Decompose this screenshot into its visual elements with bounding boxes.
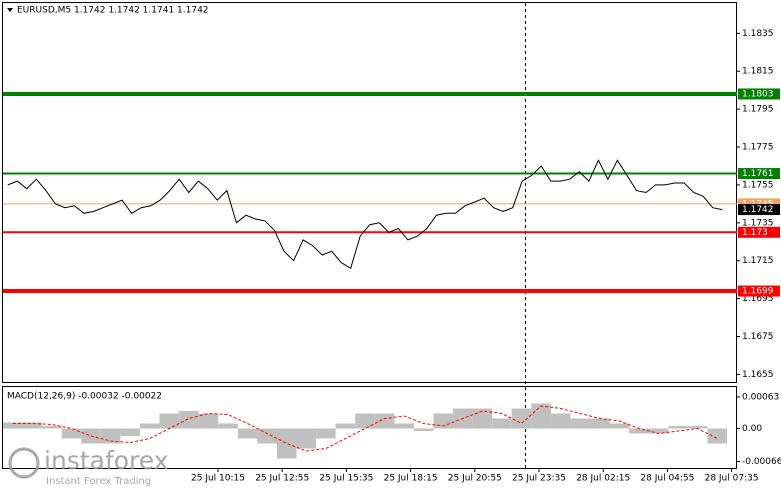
- x-tick-label: 28 Jul 04:55: [640, 474, 694, 484]
- macd-bar: [218, 423, 238, 429]
- macd-bar: [276, 428, 297, 459]
- price-panel: [2, 2, 737, 383]
- y-tick-label: 1.1815: [742, 67, 774, 77]
- macd-bar: [198, 413, 219, 429]
- watermark-tagline: Instant Forex Trading: [46, 476, 151, 487]
- macd-title: MACD(12,26,9) -0.00032 -0.00022: [7, 392, 162, 402]
- watermark-logo: [8, 447, 40, 479]
- macd-bar: [296, 428, 317, 449]
- macd-bar: [668, 426, 688, 429]
- macd-bar: [550, 413, 571, 429]
- macd-bar: [570, 418, 591, 429]
- level-label-bg: [738, 168, 780, 180]
- level-label: 1.1699: [742, 287, 774, 297]
- watermark-brand: instaforex: [44, 446, 169, 475]
- y-tick-label: 1.1835: [742, 29, 774, 39]
- macd-bar: [531, 403, 551, 429]
- x-tick-label: 28 Jul 07:35: [705, 474, 759, 484]
- macd-bar: [687, 426, 708, 429]
- x-tick-label: 25 Jul 20:55: [448, 474, 502, 484]
- macd-bar: [492, 418, 512, 429]
- menu-arrow: [7, 8, 13, 12]
- x-tick-label: 25 Jul 10:15: [191, 474, 245, 484]
- price-line: [7, 159, 723, 270]
- y-tick-label: 1.1755: [742, 180, 774, 190]
- macd-bar: [316, 428, 336, 439]
- macd-bar: [139, 423, 160, 429]
- x-tick-label: 25 Jul 18:15: [384, 474, 438, 484]
- macd-bar: [237, 428, 258, 439]
- macd-bar: [61, 428, 82, 439]
- macd-bar: [433, 413, 454, 429]
- macd-bar: [413, 428, 434, 431]
- macd-bar: [707, 428, 727, 444]
- watermark: instaforex Instant Forex Trading: [8, 446, 169, 487]
- level-label-bg: [738, 226, 780, 238]
- x-tick-label: 25 Jul 15:35: [319, 474, 373, 484]
- chart-title: EURUSD,M5 1.1742 1.1742 1.1741 1.1742: [17, 6, 209, 16]
- macd-bar: [374, 413, 395, 429]
- y-tick-label: 1.1695: [742, 294, 774, 304]
- last-price-bg: [738, 204, 780, 216]
- macd-bar: [179, 411, 199, 429]
- y-tick-label: 1.1795: [742, 105, 774, 115]
- macd-bar: [42, 426, 62, 429]
- x-tick-label: 25 Jul 12:55: [255, 474, 309, 484]
- level-label-bg: [738, 88, 780, 100]
- x-tick-label: 28 Jul 02:15: [576, 474, 630, 484]
- macd-bar: [394, 423, 414, 429]
- macd-bar: [22, 422, 43, 429]
- x-tick-label: 25 Jul 23:35: [512, 474, 566, 484]
- y-tick-label: 1.1715: [742, 256, 774, 266]
- macd-bar: [335, 423, 356, 429]
- y-tick-label: 1.1675: [742, 332, 774, 342]
- macd-bar: [257, 428, 277, 444]
- macd-bar: [590, 418, 610, 429]
- level-label: 1.173: [742, 228, 768, 238]
- level-label-bg: [738, 198, 780, 210]
- level-label: 1.1803: [742, 89, 774, 99]
- y-tick-label: 0.00: [742, 424, 762, 434]
- macd-panel: [2, 386, 737, 469]
- signal-line: [12, 405, 718, 452]
- macd-bar: [159, 413, 180, 429]
- macd-bar: [629, 428, 649, 434]
- macd-bar: [472, 408, 493, 429]
- y-tick-label: 1.1655: [742, 370, 774, 380]
- last-price-label: 1.1742: [742, 205, 774, 215]
- macd-bar: [648, 428, 669, 434]
- y-tick-label: -0.00066: [742, 457, 781, 467]
- macd-bar: [511, 408, 532, 429]
- level-label-bg: [738, 285, 780, 297]
- y-tick-label: 1.1735: [742, 218, 774, 228]
- macd-bar: [120, 428, 140, 436]
- y-tick-label: 1.1775: [742, 143, 774, 153]
- macd-bar: [355, 413, 375, 429]
- y-tick-label: 0.00063: [742, 393, 779, 403]
- level-label: 1.1761: [742, 169, 774, 179]
- macd-bar: [609, 423, 630, 429]
- macd-bar: [3, 422, 23, 429]
